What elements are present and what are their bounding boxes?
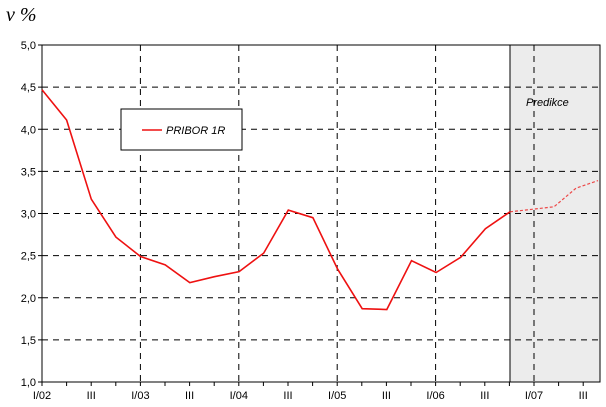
- series-predikce: [509, 180, 599, 213]
- x-tick-label: III: [185, 390, 194, 402]
- y-tick-labels: 1,0 1,5 2,0 2,5 3,0 3,5 4,0 4,5 5,0: [21, 40, 42, 389]
- x-tick-label: III: [382, 390, 391, 402]
- x-tick-label: I/06: [426, 390, 444, 402]
- x-tick-label: III: [480, 390, 489, 402]
- y-tick-label: 4,5: [21, 82, 36, 94]
- forecast-label: Predikce: [526, 97, 569, 109]
- x-tick-label: III: [87, 390, 96, 402]
- y-tick-label: 2,0: [21, 293, 36, 305]
- series-lines: [41, 89, 599, 311]
- x-tick-label: III: [579, 390, 588, 402]
- y-unit-label: v %: [6, 4, 37, 26]
- y-tick-label: 3,5: [21, 166, 36, 178]
- x-tick-label: I/03: [131, 390, 149, 402]
- series-pribor-1r: [41, 89, 511, 311]
- y-tick-label: 1,5: [21, 335, 36, 347]
- x-tick-label: I/05: [328, 390, 346, 402]
- y-tick-label: 2,5: [21, 251, 36, 263]
- y-tick-label: 4,0: [21, 124, 36, 136]
- y-tick-label: 3,0: [21, 209, 36, 221]
- legend-label: PRIBOR 1R: [166, 125, 225, 137]
- x-tick-label: I/02: [33, 390, 51, 402]
- x-tick-label: I/07: [525, 390, 543, 402]
- x-tick-labels: I/02 III I/03 III I/04 III I/05 III I/06 III I/07 I…: [33, 382, 588, 402]
- y-tick-label: 1,0: [21, 377, 36, 389]
- x-tick-label: I/04: [230, 390, 248, 402]
- legend: PRIBOR 1R: [120, 108, 243, 151]
- y-tick-label: 5,0: [21, 40, 36, 52]
- legend-box: [120, 108, 243, 151]
- x-tick-label: III: [283, 390, 292, 402]
